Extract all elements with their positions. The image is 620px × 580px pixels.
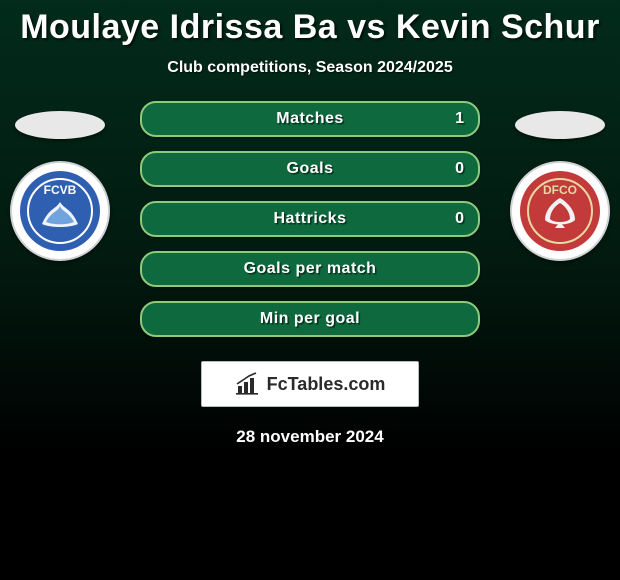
stat-value-right: 0 [455, 153, 464, 185]
left-club-badge: FCVB [10, 161, 110, 261]
right-player-column: DFCO [500, 111, 620, 261]
branding-box: FcTables.com [201, 361, 419, 407]
comparison-infographic: Moulaye Idrissa Ba vs Kevin Schur Club c… [0, 0, 620, 580]
stat-label: Min per goal [142, 303, 478, 335]
stat-label: Goals [142, 153, 478, 185]
stat-label: Hattricks [142, 203, 478, 235]
right-club-badge: DFCO [510, 161, 610, 261]
stat-label: Goals per match [142, 253, 478, 285]
branding-label: FcTables.com [267, 374, 386, 395]
subtitle: Club competitions, Season 2024/2025 [0, 59, 620, 77]
left-player-column: FCVB [0, 111, 120, 261]
right-club-badge-icon: DFCO [519, 170, 601, 252]
bar-chart-icon [235, 372, 261, 396]
stat-row-goals-per-match: Goals per match [140, 251, 480, 287]
title: Moulaye Idrissa Ba vs Kevin Schur [0, 0, 620, 47]
right-badge-label: DFCO [543, 183, 577, 197]
stat-label: Matches [142, 103, 478, 135]
left-player-silhouette [15, 111, 105, 139]
left-club-badge-icon: FCVB [19, 170, 101, 252]
stat-row-goals: Goals 0 [140, 151, 480, 187]
stat-value-right: 1 [455, 103, 464, 135]
stat-row-matches: Matches 1 [140, 101, 480, 137]
stats-column: Matches 1 Goals 0 Hattricks 0 Goals per … [140, 101, 480, 337]
content-row: FCVB DFCO [0, 111, 620, 341]
stat-row-min-per-goal: Min per goal [140, 301, 480, 337]
date-line: 28 november 2024 [0, 427, 620, 447]
stat-row-hattricks: Hattricks 0 [140, 201, 480, 237]
right-player-silhouette [515, 111, 605, 139]
stat-value-right: 0 [455, 203, 464, 235]
left-badge-label: FCVB [44, 183, 77, 197]
